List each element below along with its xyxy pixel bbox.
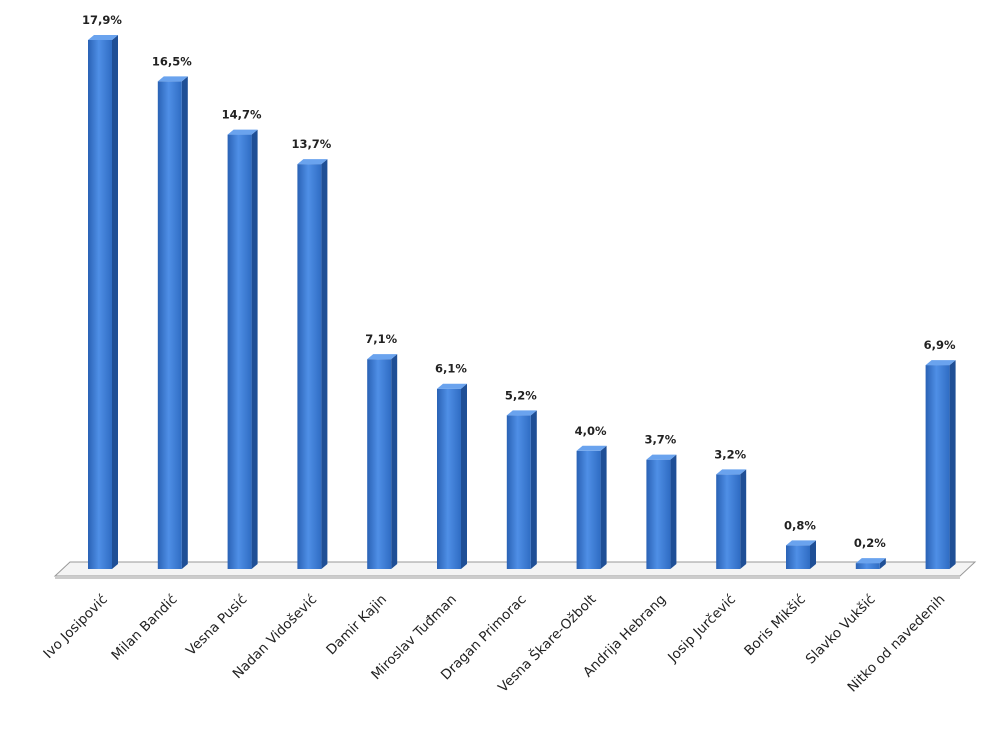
bar (437, 383, 467, 569)
bar-front (646, 459, 671, 569)
bar-side (251, 129, 258, 570)
bar (506, 410, 537, 569)
bar-side (949, 360, 956, 569)
bar-front (227, 134, 252, 570)
bar-front (297, 164, 322, 569)
bar-side (879, 558, 886, 569)
bar (88, 35, 118, 569)
value-label: 14,7% (222, 108, 262, 122)
value-label: 13,7% (291, 137, 331, 151)
x-tick-label: Damir Kajin (323, 592, 390, 659)
bar (786, 540, 816, 569)
value-label: 0,2% (854, 536, 886, 550)
bar-top (297, 159, 328, 165)
bar-top (716, 469, 747, 475)
bar-front (576, 450, 601, 569)
bar-side (740, 469, 747, 569)
bar (297, 159, 328, 569)
bar-top (227, 129, 258, 135)
value-label: 6,1% (435, 362, 467, 376)
bar (716, 469, 747, 569)
bar-top (576, 445, 607, 451)
x-tick-label: Vesna Pusić (183, 592, 250, 659)
floor-edge (55, 576, 960, 579)
bar-front (925, 365, 950, 569)
bar (157, 76, 188, 569)
bar-front (716, 474, 741, 569)
value-label: 4,0% (575, 424, 607, 438)
bar (646, 454, 677, 569)
x-tick-label: Slavko Vukšić (803, 592, 879, 668)
bar-front (855, 563, 880, 569)
bar-side (181, 76, 188, 569)
x-tick-label: Ivo Josipović (40, 592, 110, 662)
bar-side (670, 454, 677, 569)
value-label: 0,8% (784, 518, 816, 532)
bar-top (925, 360, 956, 366)
bar (576, 445, 607, 569)
value-label: 5,2% (505, 388, 537, 402)
bar (925, 360, 956, 569)
bar-top (646, 454, 677, 460)
x-tick-label: Boris Mikšić (741, 592, 809, 660)
bar-top (437, 383, 467, 389)
bar-top (367, 354, 398, 360)
value-label: 6,9% (924, 338, 956, 352)
bar-side (321, 159, 328, 569)
value-label: 16,5% (152, 54, 192, 68)
value-label: 17,9% (82, 13, 122, 27)
bar (855, 558, 886, 569)
bar-side (461, 383, 467, 569)
value-label: 7,1% (365, 332, 397, 346)
bar-front (157, 81, 182, 569)
bar-side (810, 540, 816, 569)
bar-side (600, 445, 607, 569)
bar-front (506, 415, 531, 569)
x-tick-label: Milan Bandić (108, 592, 180, 664)
value-label: 3,2% (714, 447, 746, 461)
bar-top (855, 558, 886, 564)
bar (227, 129, 258, 570)
bar-top (88, 35, 118, 40)
bar-front (786, 545, 810, 569)
x-tick-label: Josip Jurčević (664, 592, 739, 667)
bar-front (367, 359, 392, 569)
value-label: 3,7% (644, 433, 676, 447)
bar-top (786, 540, 816, 546)
bar-top (157, 76, 188, 82)
bar-side (112, 35, 118, 569)
bar-side (391, 354, 398, 569)
bar-front (88, 40, 112, 569)
bar (367, 354, 398, 569)
bar-front (437, 388, 461, 569)
bar-top (506, 410, 537, 416)
bar-side (530, 410, 537, 569)
